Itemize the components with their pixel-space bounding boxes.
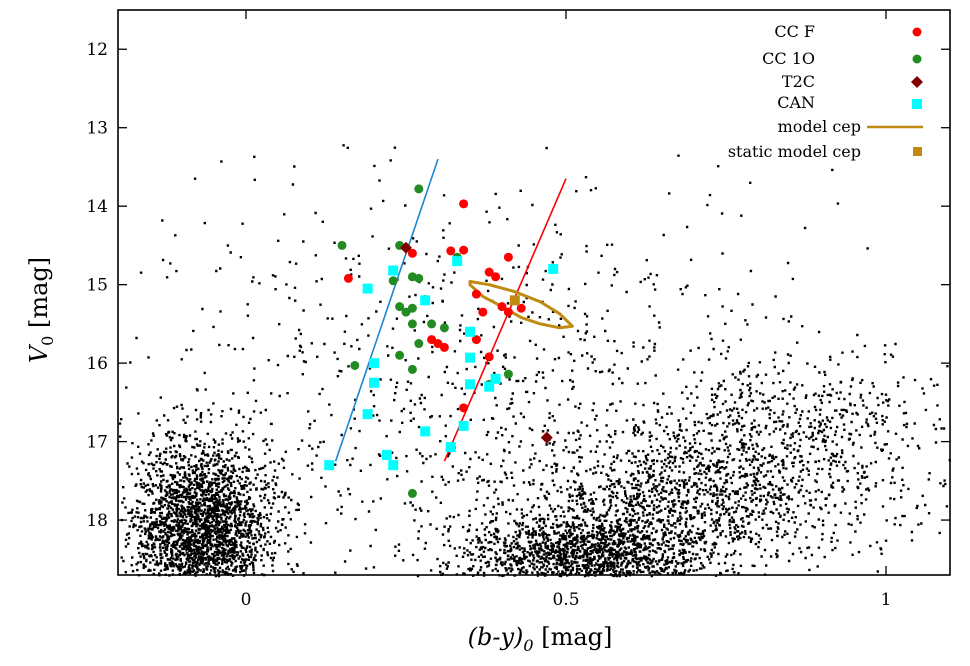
data-point-cc-1o	[407, 488, 417, 498]
y-tick-label: 12	[86, 40, 108, 60]
y-tick-label: 18	[86, 511, 108, 531]
data-point-cc-1o	[407, 319, 417, 329]
data-point-cc-1o	[395, 302, 405, 312]
y-axis-label-sub: 0	[38, 336, 57, 346]
y-tick-label: 17	[86, 433, 108, 453]
data-point-cc-1o	[414, 273, 424, 283]
data-point-cc-f	[491, 272, 501, 282]
x-axis-label-sub: 0	[523, 636, 533, 655]
x-tick-label: 1	[881, 590, 892, 610]
y-axis-label: V0 [mag]	[25, 257, 57, 363]
data-point-cc-1o	[503, 369, 513, 379]
legend-marker-t2c	[911, 76, 923, 88]
data-point-cc-f	[446, 246, 456, 256]
legend-label-model-cep: model cep	[778, 117, 861, 136]
data-point-can	[388, 460, 399, 471]
data-point-can	[362, 283, 373, 294]
data-point-t2c	[540, 431, 553, 444]
data-point-cc-f	[459, 403, 469, 413]
data-point-cc-f	[484, 267, 494, 277]
legend: CC F CC 1O T2C CAN model cep static mode…	[728, 22, 923, 161]
data-point-cc-f	[459, 199, 469, 209]
data-point-cc-1o	[414, 339, 424, 349]
data-point-can	[381, 449, 392, 460]
data-point-cc-f	[471, 335, 481, 345]
legend-label-cc-f: CC F	[774, 22, 815, 41]
data-point-cc-f	[497, 302, 507, 312]
y-tick-label: 13	[86, 119, 108, 139]
field-star-points	[118, 144, 952, 578]
data-point-can	[452, 256, 463, 267]
data-point-can	[484, 381, 495, 392]
axis-ticks: 0 0.5 1 12 13 14 15 16 17 18	[86, 10, 950, 610]
data-point-cc-1o	[407, 364, 417, 374]
data-point-cc-1o	[395, 350, 405, 360]
data-point-cc-1o	[337, 240, 347, 250]
x-axis-label-main: (b-y)	[468, 623, 524, 651]
data-point-can	[465, 379, 475, 390]
data-point-can	[445, 442, 456, 453]
data-point-can	[465, 352, 475, 363]
x-tick-label: 0.5	[552, 590, 579, 610]
data-point-cc-1o	[414, 184, 424, 194]
y-tick-label: 15	[86, 276, 108, 296]
data-point-can	[420, 426, 431, 437]
data-point-can	[388, 265, 399, 276]
legend-label-can: CAN	[777, 93, 815, 112]
x-axis-label-unit: [mag]	[534, 623, 613, 651]
legend-marker-static-model-cep	[913, 147, 922, 156]
x-axis-label: (b-y)0 [mag]	[468, 623, 613, 655]
data-point-can	[548, 263, 559, 274]
data-point-cc-1o	[350, 360, 360, 370]
data-point-can	[369, 377, 379, 388]
data-point-cc-1o	[427, 319, 437, 329]
data-point-cc-1o	[388, 276, 398, 286]
data-point-cc-f	[503, 252, 513, 262]
data-point-t2c	[400, 241, 412, 254]
data-point-cc-f	[407, 248, 417, 258]
y-axis-label-unit: [mag]	[25, 257, 53, 336]
data-point-can	[490, 373, 501, 384]
data-point-can	[362, 409, 373, 420]
data-point-cc-f	[478, 307, 488, 317]
data-point-cc-f	[516, 303, 526, 313]
y-tick-label: 16	[86, 354, 108, 374]
legend-marker-can	[912, 99, 922, 109]
data-point-can	[369, 358, 379, 369]
legend-marker-cc-1o	[912, 54, 922, 64]
instability-strip-edge-blue	[334, 158, 439, 462]
data-point-can	[420, 295, 431, 306]
y-tick-label: 14	[86, 197, 108, 217]
legend-label-cc-1o: CC 1O	[762, 49, 815, 68]
data-point-cc-1o	[407, 303, 417, 313]
data-point-static-model-cep	[509, 295, 520, 306]
data-point-cc-f	[459, 245, 469, 255]
data-points	[324, 184, 559, 498]
x-tick-label: 0	[241, 590, 252, 610]
field-stars	[118, 144, 952, 578]
instability-strip-edge-red	[443, 178, 567, 462]
plot-frame	[117, 9, 951, 576]
legend-label-t2c: T2C	[782, 72, 815, 91]
data-point-cc-f	[484, 352, 494, 362]
data-point-can	[465, 326, 475, 337]
data-point-cc-1o	[439, 323, 449, 333]
data-point-cc-f	[471, 289, 481, 299]
legend-label-static-model-cep: static model cep	[728, 142, 861, 161]
model-lines	[334, 158, 574, 462]
data-point-cc-f	[343, 273, 353, 283]
y-axis-label-main: V	[25, 343, 53, 363]
model-cep-loop	[468, 280, 574, 330]
data-point-can	[324, 460, 335, 471]
data-point-cc-f	[439, 342, 449, 352]
legend-marker-cc-f	[912, 27, 922, 37]
data-point-can	[458, 420, 469, 431]
data-point-cc-f	[503, 307, 513, 317]
